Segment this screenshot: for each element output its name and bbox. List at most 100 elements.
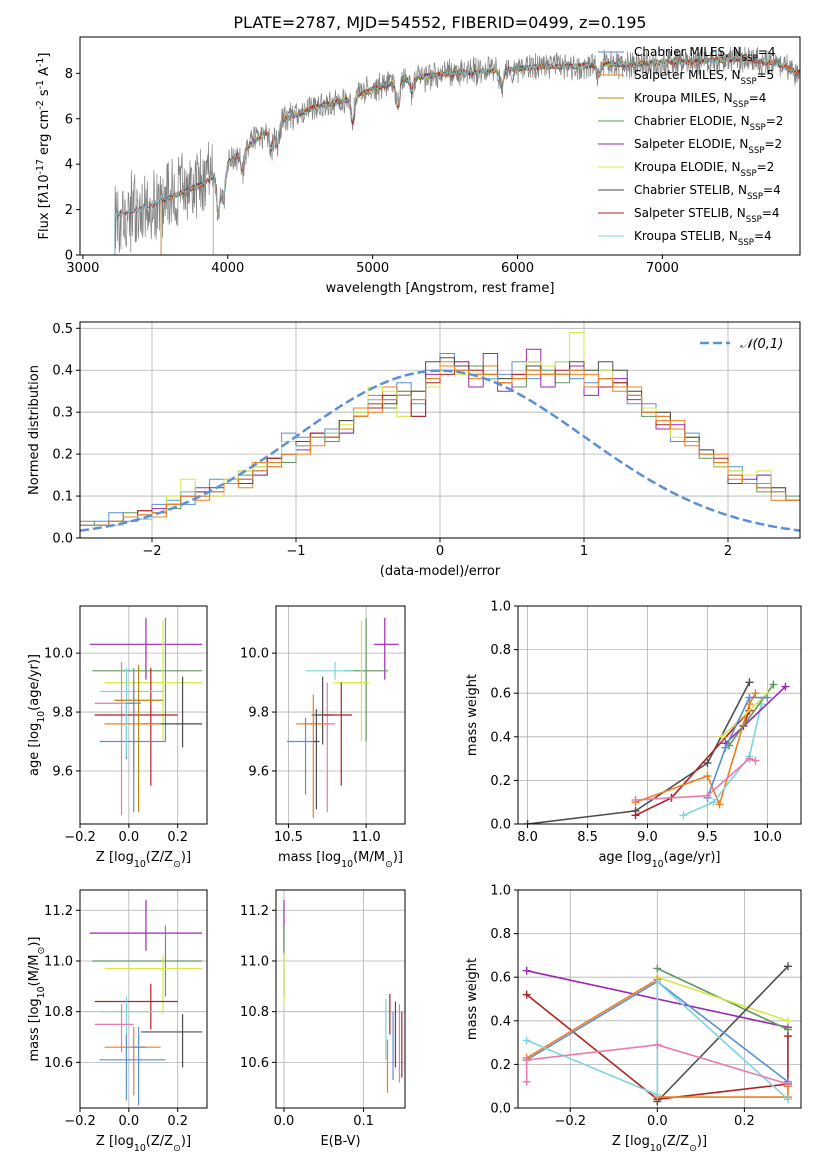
plus-marker (653, 977, 662, 986)
plus-marker (783, 1095, 792, 1104)
x-tick-label: 0.0 (119, 830, 140, 845)
legend-label-sub: SSP (747, 192, 763, 202)
plot-area-mass_vs_Z (89, 900, 203, 1106)
plus-marker (653, 964, 662, 973)
plus-marker (522, 1056, 531, 1065)
model-spectrum-5 (212, 60, 634, 255)
plus-marker (523, 820, 532, 824)
plus-marker (631, 811, 640, 820)
y-tick-label: 0.4 (490, 730, 511, 745)
y-tick-label: 0.2 (52, 448, 73, 463)
x-tick-label: 4000 (211, 261, 244, 276)
y-tick-label: 11.0 (44, 954, 73, 969)
errorbar-point (99, 700, 166, 760)
y-axis-label: mass weight (465, 674, 480, 756)
plus-marker (781, 682, 790, 691)
x-axis-label: E(B-V) (320, 1134, 360, 1149)
panel-age_vs_mass: 10.5 11.0 9.6 9.8 10.0 mass [log10(M/M⊙)] (240, 605, 406, 870)
y-tick-label: 10.8 (240, 1005, 269, 1020)
y-tick-label: 11.2 (240, 904, 269, 919)
y-axis-label-sup: -17 (35, 159, 46, 174)
histogram-5 (80, 357, 800, 538)
plus-marker (745, 693, 754, 702)
errorbar-point (94, 667, 178, 786)
x-axis-label: wavelength [Angstrom, rest frame] (326, 281, 555, 296)
x-tick-label: 0.2 (167, 1114, 188, 1129)
weight-line-7 (526, 979, 789, 1100)
y-axis-label-text: )] (27, 936, 42, 946)
legend-label-text: Chabrier STELIB, N (634, 183, 747, 197)
plus-marker (783, 962, 792, 971)
y-axis-label-text: ] (37, 53, 52, 58)
weight-line-1 (635, 710, 751, 817)
panel-residuals: −2 −1 0 1 2 0.0 0.1 0.2 0.3 0.4 0.5 (data-model)/er… (27, 321, 801, 579)
weight-line-3 (683, 703, 763, 817)
y-axis-label-text: (age/yr)] (27, 654, 42, 711)
plot-area-weight_vs_age (523, 678, 790, 824)
axes-frame (79, 605, 208, 825)
x-axis-label-text: (Z/Z (146, 850, 173, 865)
x-axis-label-text: )] (181, 850, 191, 865)
y-tick-label: 8 (65, 67, 73, 82)
legend-label-sub: SSP (746, 215, 762, 225)
legend-label: Chabrier STELIB, NSSP=4 (634, 183, 781, 202)
y-tick-label: 11.2 (44, 904, 73, 919)
plot-area-residuals (80, 332, 800, 538)
errorbar-point (92, 925, 203, 997)
errorbar-point (373, 617, 399, 680)
plus-marker (703, 791, 712, 800)
y-axis-label-sup: -2 (35, 100, 46, 109)
model-spectrum-3 (212, 60, 634, 255)
plus-marker (769, 680, 778, 689)
legend-label-text: Kroupa MILES, N (634, 91, 733, 105)
y-tick-label: 0.8 (490, 927, 511, 942)
errorbar-point (141, 1014, 203, 1068)
plus-marker (522, 1077, 531, 1086)
plot-area-age_vs_mass (286, 617, 399, 819)
x-tick-label: 8.5 (577, 830, 598, 845)
y-tick-label: 1.0 (490, 600, 511, 615)
y-tick-label: 0.6 (490, 687, 511, 702)
plus-marker (679, 811, 688, 820)
x-tick-label: −2 (142, 544, 161, 559)
axes-frame (79, 889, 208, 1109)
axes-frame (517, 605, 802, 825)
y-tick-label: 0.0 (52, 532, 73, 547)
y-tick-label: 9.8 (52, 706, 73, 721)
x-axis-label-sub: ⊙ (689, 1143, 697, 1154)
errorbar-point (324, 682, 353, 786)
y-axis-label-text: mass weight (465, 674, 480, 756)
y-tick-label: 10.6 (44, 1056, 73, 1071)
histogram-0 (80, 353, 800, 538)
y-axis-label-sub: 10 (36, 986, 47, 998)
x-axis-label-text: Z [log (96, 1134, 134, 1149)
plus-marker (751, 756, 760, 765)
y-tick-label: 0.5 (52, 322, 73, 337)
y-tick-label: 0.4 (490, 1014, 511, 1029)
y-axis-label-sub: ⊙ (36, 947, 47, 955)
axes-frame (275, 889, 406, 1109)
histogram-8 (80, 365, 800, 538)
y-tick-label: 10.0 (240, 647, 269, 662)
plot-area-age_vs_Z (89, 617, 203, 816)
plus-marker (703, 772, 712, 781)
x-axis-label-sub: 10 (134, 859, 146, 870)
y-tick-label: 0.2 (490, 774, 511, 789)
x-tick-label: 0.0 (119, 1114, 140, 1129)
legend-label: Salpeter ELODIE, NSSP=2 (634, 137, 782, 156)
gaussian-curve (80, 369, 800, 532)
legend-label-sub: SSP (741, 169, 757, 179)
x-axis-label-sub: ⊙ (385, 859, 393, 870)
errorbar-point (89, 617, 203, 680)
x-axis-label-text: wavelength [Angstrom, rest frame] (326, 281, 555, 296)
plot-area-spectrum (114, 46, 800, 255)
legend-label-sub: SSP (738, 238, 754, 248)
legend-label-text: Salpeter ELODIE, N (634, 137, 748, 151)
errorbar-point (313, 709, 320, 810)
legend-label-text: Salpeter MILES, N (634, 68, 741, 82)
y-axis-label-sup: -1 (35, 80, 46, 89)
plot-area-mass_vs_ebv (283, 900, 403, 1093)
plus-marker (721, 743, 730, 752)
errorbar-point (104, 620, 203, 742)
